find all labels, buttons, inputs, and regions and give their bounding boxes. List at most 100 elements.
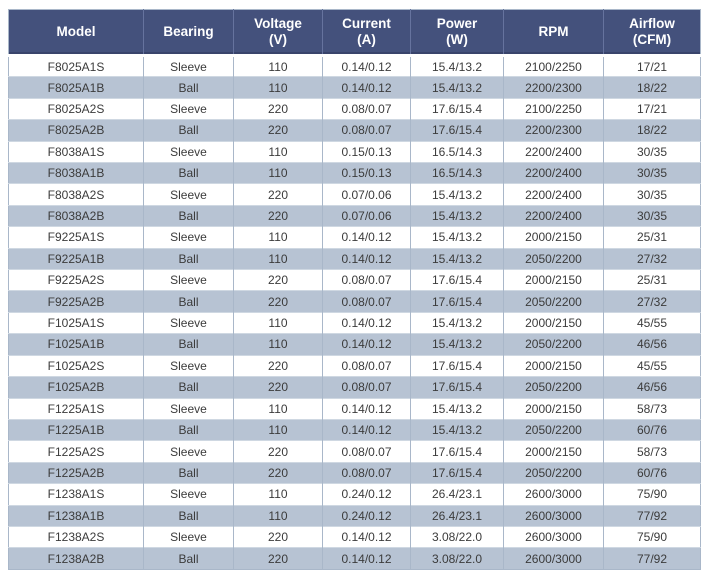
cell-current: 0.07/0.06 (322, 204, 411, 227)
table-row: F9225A2B Ball 220 0.08/0.07 17.6/15.4 2050/22… (8, 290, 701, 313)
cell-model: F9225A1S (8, 226, 144, 249)
cell-current: 0.08/0.07 (322, 461, 411, 484)
cell-rpm: 2000/2150 (503, 354, 604, 377)
cell-current: 0.14/0.12 (322, 226, 411, 249)
cell-airflow: 45/55 (603, 354, 701, 377)
table-row: F1225A1S Sleeve 110 0.14/0.12 15.4/13.2 2000/… (8, 397, 701, 420)
cell-bearing: Ball (143, 547, 234, 570)
cell-current: 0.14/0.12 (322, 547, 411, 570)
cell-bearing: Sleeve (143, 483, 234, 506)
cell-bearing: Sleeve (143, 397, 234, 420)
table-row: F8025A2B Ball 220 0.08/0.07 17.6/15.4 2200/23… (8, 119, 701, 142)
cell-model: F1025A1B (8, 333, 144, 356)
cell-power: 17.6/15.4 (410, 376, 504, 398)
cell-bearing: Ball (143, 418, 234, 441)
cell-bearing: Ball (143, 162, 234, 184)
cell-rpm: 2200/2300 (503, 119, 604, 142)
cell-voltage: 110 (233, 226, 323, 249)
cell-model: F1025A2S (8, 354, 144, 377)
cell-current: 0.14/0.12 (322, 418, 411, 441)
cell-power: 15.4/13.2 (410, 55, 504, 77)
cell-current: 0.24/0.12 (322, 504, 411, 527)
cell-airflow: 27/32 (603, 290, 701, 313)
cell-rpm: 2000/2150 (503, 397, 604, 420)
cell-rpm: 2200/2300 (503, 76, 604, 99)
cell-power: 3.08/22.0 (410, 547, 504, 570)
column-header-current: Current (A) (322, 9, 411, 57)
cell-rpm: 2000/2150 (503, 269, 604, 291)
cell-bearing: Ball (143, 504, 234, 527)
cell-bearing: Ball (143, 204, 234, 227)
cell-airflow: 60/76 (603, 418, 701, 441)
cell-current: 0.14/0.12 (322, 247, 411, 270)
cell-rpm: 2600/3000 (503, 504, 604, 527)
cell-model: F8038A2S (8, 183, 144, 206)
cell-bearing: Sleeve (143, 440, 234, 463)
cell-rpm: 2100/2250 (503, 97, 604, 120)
cell-airflow: 77/92 (603, 547, 701, 570)
table-row: F1225A2S Sleeve 220 0.08/0.07 17.6/15.4 2000/… (8, 440, 701, 463)
cell-model: F8025A2B (8, 119, 144, 142)
cell-bearing: Sleeve (143, 269, 234, 291)
cell-power: 15.4/13.2 (410, 226, 504, 249)
cell-airflow: 45/55 (603, 311, 701, 334)
cell-rpm: 2000/2150 (503, 440, 604, 463)
column-header-model: Model (8, 9, 144, 57)
cell-voltage: 110 (233, 76, 323, 99)
cell-model: F1238A1S (8, 483, 144, 506)
cell-power: 26.4/23.1 (410, 504, 504, 527)
cell-voltage: 110 (233, 397, 323, 420)
cell-power: 16.5/14.3 (410, 140, 504, 163)
cell-voltage: 110 (233, 247, 323, 270)
cell-bearing: Sleeve (143, 311, 234, 334)
cell-bearing: Sleeve (143, 354, 234, 377)
cell-power: 17.6/15.4 (410, 97, 504, 120)
cell-current: 0.14/0.12 (322, 397, 411, 420)
cell-voltage: 220 (233, 440, 323, 463)
cell-current: 0.08/0.07 (322, 290, 411, 313)
spec-table-container: Model Bearing Voltage (V) Current (A) Po… (8, 9, 701, 570)
cell-current: 0.08/0.07 (322, 354, 411, 377)
cell-current: 0.14/0.12 (322, 333, 411, 356)
column-header-rpm: RPM (503, 9, 604, 57)
cell-power: 15.4/13.2 (410, 311, 504, 334)
cell-airflow: 27/32 (603, 247, 701, 270)
cell-airflow: 30/35 (603, 162, 701, 184)
cell-current: 0.14/0.12 (322, 525, 411, 548)
cell-rpm: 2600/3000 (503, 547, 604, 570)
cell-power: 17.6/15.4 (410, 440, 504, 463)
cell-model: F9225A2B (8, 290, 144, 313)
cell-voltage: 110 (233, 418, 323, 441)
table-row: F1238A1S Sleeve 110 0.24/0.12 26.4/23.1 2600/… (8, 483, 701, 506)
cell-bearing: Sleeve (143, 525, 234, 548)
table-row: F8025A1S Sleeve 110 0.14/0.12 15.4/13.2 2100/… (8, 55, 701, 77)
cell-power: 15.4/13.2 (410, 418, 504, 441)
cell-current: 0.14/0.12 (322, 55, 411, 77)
cell-rpm: 2200/2400 (503, 140, 604, 163)
cell-airflow: 17/21 (603, 97, 701, 120)
cell-rpm: 2050/2200 (503, 333, 604, 356)
cell-current: 0.24/0.12 (322, 483, 411, 506)
cell-power: 17.6/15.4 (410, 354, 504, 377)
cell-rpm: 2600/3000 (503, 483, 604, 506)
cell-voltage: 220 (233, 376, 323, 398)
cell-airflow: 75/90 (603, 483, 701, 506)
cell-power: 15.4/13.2 (410, 76, 504, 99)
cell-model: F1225A1B (8, 418, 144, 441)
cell-model: F8025A1B (8, 76, 144, 99)
cell-rpm: 2200/2400 (503, 162, 604, 184)
cell-model: F1225A2S (8, 440, 144, 463)
cell-model: F1225A2B (8, 461, 144, 484)
cell-voltage: 110 (233, 333, 323, 356)
cell-voltage: 220 (233, 547, 323, 570)
table-row: F8038A2S Sleeve 220 0.07/0.06 15.4/13.2 2200/… (8, 183, 701, 206)
cell-model: F8038A1B (8, 162, 144, 184)
column-header-voltage: Voltage (V) (233, 9, 323, 57)
cell-voltage: 220 (233, 183, 323, 206)
cell-current: 0.14/0.12 (322, 76, 411, 99)
table-row: F1238A2S Sleeve 220 0.14/0.12 3.08/22.0 2600/… (8, 525, 701, 548)
table-row: F8038A1B Ball 110 0.15/0.13 16.5/14.3 2200/24… (8, 162, 701, 184)
cell-model: F1025A2B (8, 376, 144, 398)
cell-rpm: 2000/2150 (503, 311, 604, 334)
cell-current: 0.08/0.07 (322, 440, 411, 463)
